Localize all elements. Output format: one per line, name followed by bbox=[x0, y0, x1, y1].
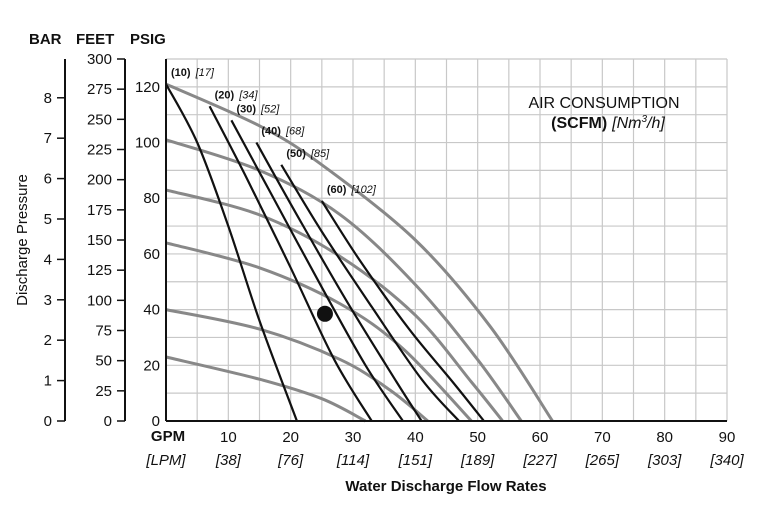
pressure-curve-6 bbox=[165, 355, 367, 423]
x-alt-tick-label: [340] bbox=[709, 452, 744, 469]
feet-tick-label: 300 bbox=[87, 51, 112, 68]
x-tick-label: 20 bbox=[282, 429, 299, 446]
psig-tick-label: 0 bbox=[152, 413, 160, 430]
pressure-curve-3 bbox=[165, 188, 504, 422]
x-alt-tick-label: [227] bbox=[522, 452, 557, 469]
feet-tick-label: 75 bbox=[95, 323, 112, 340]
legend: AIR CONSUMPTION (SCFM) [Nm3/h] bbox=[528, 95, 679, 132]
legend-nm3-sup: 3 bbox=[641, 114, 647, 125]
x-alt-tick-label: [114] bbox=[336, 452, 370, 469]
air-curve-nm3h: [68] bbox=[285, 126, 305, 138]
legend-subtitle: (SCFM) [Nm3/h] bbox=[551, 114, 665, 132]
pressure-curve-2 bbox=[165, 138, 523, 422]
x-tick-label: 90 bbox=[719, 429, 736, 446]
psig-axis-title: PSIG bbox=[130, 31, 166, 48]
x-alt-tick-label: [38] bbox=[215, 452, 242, 469]
x-tick-label: 50 bbox=[469, 429, 486, 446]
air-curve-label-3: (30) [52] bbox=[236, 103, 280, 115]
curve-labels: (10) [17](20) [34] (30) [52] (40) [68] (50) [85]… bbox=[171, 67, 377, 196]
psig-tick-label: 120 bbox=[135, 79, 160, 96]
bar-tick-label: 0 bbox=[44, 413, 52, 430]
x-tick-label: 70 bbox=[594, 429, 611, 446]
feet-tick-label: 25 bbox=[95, 383, 112, 400]
axes bbox=[64, 59, 727, 422]
x-alt-unit-label: [LPM] bbox=[145, 452, 186, 469]
x-alt-tick-label: [265] bbox=[585, 452, 620, 469]
bar-tick-label: 8 bbox=[44, 90, 52, 107]
air-curve-scfm: (20) bbox=[215, 89, 235, 101]
feet-tick-label: 225 bbox=[87, 142, 112, 159]
feet-tick-label: 0 bbox=[104, 413, 112, 430]
x-unit-label: GPM bbox=[151, 428, 185, 445]
x-tick-label: 40 bbox=[407, 429, 424, 446]
air-curve-label-4: (40) [68] bbox=[261, 126, 305, 138]
air-curve-scfm: (30) bbox=[236, 103, 256, 115]
feet-axis-title: FEET bbox=[76, 31, 114, 48]
bar-tick-label: 2 bbox=[44, 332, 52, 349]
air-curve-scfm: (40) bbox=[261, 126, 281, 138]
x-tick-label: 60 bbox=[532, 429, 549, 446]
air-curve-scfm: (50) bbox=[286, 148, 306, 160]
psig-tick-label: 80 bbox=[143, 190, 160, 207]
psig-tick-label: 60 bbox=[143, 246, 160, 263]
feet-tick-label: 150 bbox=[87, 232, 112, 249]
air-curve-1 bbox=[165, 83, 298, 422]
x-alt-tick-label: [76] bbox=[277, 452, 304, 469]
legend-nm3-pre: [Nm bbox=[611, 115, 641, 132]
feet-tick-label: 250 bbox=[87, 111, 112, 128]
operating-point bbox=[316, 305, 333, 322]
air-curve-label-6: (60) [102] bbox=[327, 184, 377, 196]
x-tick-label: 10 bbox=[220, 429, 237, 446]
feet-tick-label: 275 bbox=[87, 81, 112, 98]
air-curve-nm3h: [102] bbox=[350, 184, 376, 196]
feet-tick-label: 175 bbox=[87, 202, 112, 219]
bar-tick-label: 7 bbox=[44, 130, 52, 147]
psig-tick-label: 40 bbox=[143, 302, 160, 319]
x-alt-tick-label: [303] bbox=[647, 452, 682, 469]
air-curve-nm3h: [52] bbox=[260, 103, 280, 115]
air-curve-label-1: (10) [17] bbox=[171, 67, 215, 79]
grid bbox=[166, 58, 728, 421]
bar-tick-label: 6 bbox=[44, 171, 52, 188]
feet-tick-label: 200 bbox=[87, 172, 112, 189]
legend-scfm: (SCFM) bbox=[551, 115, 607, 132]
bar-tick-label: 1 bbox=[44, 373, 52, 390]
air-curve-label-5: (50) [85] bbox=[286, 148, 330, 160]
air-curve-label-2: (20) [34] bbox=[215, 89, 259, 101]
air-curve-5 bbox=[280, 164, 460, 422]
pressure-curve-1 bbox=[165, 82, 554, 422]
bar-tick-label: 3 bbox=[44, 292, 52, 309]
pressure-curve-4 bbox=[165, 241, 473, 423]
psig-tick-label: 20 bbox=[143, 357, 160, 374]
feet-tick-label: 50 bbox=[95, 353, 112, 370]
air-curve-nm3h: [85] bbox=[310, 148, 330, 160]
psig-tick-label: 100 bbox=[135, 135, 160, 152]
air-curve-nm3h: [17] bbox=[195, 67, 215, 79]
legend-nm3-post: /h] bbox=[646, 115, 665, 132]
x-tick-label: 80 bbox=[656, 429, 673, 446]
air-curve-nm3h: [34] bbox=[238, 89, 258, 101]
x-axis-title: Water Discharge Flow Rates bbox=[345, 478, 546, 495]
x-tick-label: 30 bbox=[345, 429, 362, 446]
air-curve-6 bbox=[320, 200, 485, 422]
air-curve-4 bbox=[255, 141, 423, 422]
feet-tick-label: 100 bbox=[87, 292, 112, 309]
tick-labels: 0204060801001200255075100125150175200225… bbox=[44, 51, 745, 469]
x-alt-tick-label: [151] bbox=[398, 452, 433, 469]
air-curve-scfm: (10) bbox=[171, 67, 191, 79]
x-alt-tick-label: [189] bbox=[460, 452, 495, 469]
bar-tick-label: 4 bbox=[44, 251, 52, 268]
air-curve-scfm: (60) bbox=[327, 184, 347, 196]
bar-axis-title: BAR bbox=[29, 31, 62, 48]
y-axis-title: Discharge Pressure bbox=[14, 174, 31, 306]
bar-tick-label: 5 bbox=[44, 211, 52, 228]
feet-tick-label: 125 bbox=[87, 262, 112, 279]
air-consumption-curves bbox=[165, 83, 485, 422]
air-curve-3 bbox=[230, 119, 404, 422]
legend-title: AIR CONSUMPTION bbox=[528, 95, 679, 112]
air-curve-2 bbox=[208, 105, 373, 422]
